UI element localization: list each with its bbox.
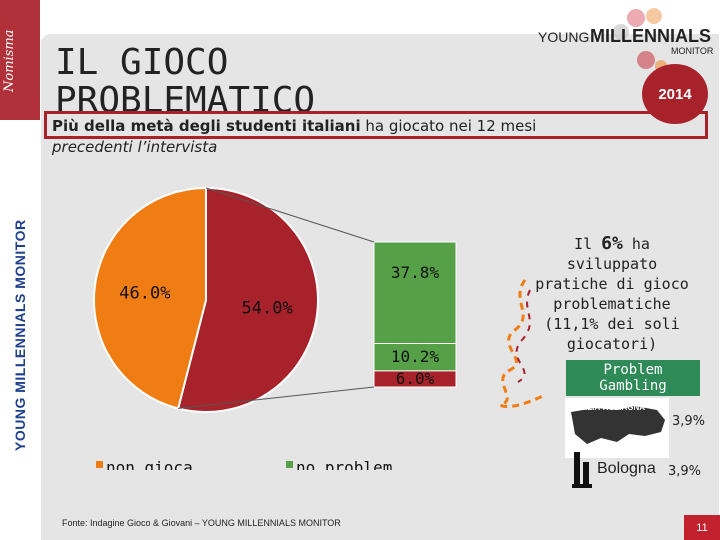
region-name: EMILIA-ROMAGNA bbox=[573, 403, 645, 412]
legend-swatch bbox=[96, 461, 103, 468]
page-title: IL GIOCO PROBLEMATICO bbox=[55, 42, 316, 121]
brand-logo: Nomisma bbox=[2, 29, 17, 93]
source-note: Fonte: Indagine Gioco & Giovani – YOUNG … bbox=[62, 518, 341, 528]
bar-data-label: 37.8% bbox=[391, 263, 440, 282]
logo-word-young: YOUNG bbox=[538, 29, 589, 45]
note-body: sviluppato pratiche di gioco problematic… bbox=[535, 255, 689, 353]
emilia-romagna-map: EMILIA-ROMAGNA bbox=[565, 398, 669, 458]
page-number: 11 bbox=[684, 515, 720, 540]
legend-label: no problem bbox=[296, 458, 392, 470]
pie-data-label: 54.0% bbox=[242, 299, 293, 319]
problem-gambling-note: Il 6% ha sviluppato pratiche di gioco pr… bbox=[532, 234, 692, 354]
sidebar-brand-block: Nomisma bbox=[0, 0, 40, 120]
legend-label: non gioca bbox=[106, 458, 193, 470]
logo-dot-5 bbox=[624, 61, 638, 75]
logo-dot-1 bbox=[627, 9, 645, 27]
city-percentage: 3,9% bbox=[668, 464, 702, 479]
pie-slice bbox=[93, 186, 207, 410]
logo-dot-3 bbox=[613, 24, 629, 40]
year-badge: 2014 bbox=[642, 64, 708, 124]
badge-line-2: Gambling bbox=[599, 378, 667, 394]
legend-swatch bbox=[286, 461, 293, 468]
bar-data-label: 10.2% bbox=[391, 347, 440, 366]
logo-dot-4 bbox=[637, 51, 655, 69]
bar-segment bbox=[373, 241, 457, 344]
connector-line bbox=[178, 386, 375, 409]
sidebar-label: YOUNG MILLENNIALS MONITOR bbox=[12, 219, 28, 451]
bar-segment bbox=[373, 370, 457, 388]
problem-gambling-badge: Problem Gambling bbox=[566, 360, 700, 396]
young-millennials-logo: YOUNG MILLENNIALS MONITOR bbox=[538, 8, 714, 75]
note-percentage: 6% bbox=[601, 233, 623, 254]
logo-word-millennials: MILLENNIALS bbox=[590, 26, 711, 46]
connector-squiggle bbox=[495, 279, 546, 409]
city-name: Bologna bbox=[597, 460, 656, 477]
subtitle-continuation: precedenti l’intervista bbox=[52, 138, 218, 156]
pie-data-label: 46.0% bbox=[119, 283, 170, 303]
bar-data-label: 6.0% bbox=[396, 369, 435, 388]
logo-word-monitor: MONITOR bbox=[671, 46, 714, 56]
subtitle-frame bbox=[44, 111, 708, 139]
left-sidebar: Nomisma YOUNG MILLENNIALS MONITOR bbox=[0, 0, 40, 540]
subtitle-rest: ha giocato nei 12 mesi bbox=[360, 117, 537, 135]
note-suffix: ha bbox=[622, 235, 650, 253]
note-prefix: Il bbox=[574, 235, 602, 253]
bologna-towers-icon bbox=[572, 452, 592, 488]
connector-line bbox=[205, 187, 375, 243]
region-percentage: 3,9% bbox=[672, 414, 706, 429]
pie-of-bar-chart: 46.0% 54.0% 37.8% 10.2% 6.0% non gioca no prob… bbox=[93, 186, 457, 470]
subtitle-emphasis: Più della metà degli studenti italiani bbox=[52, 117, 361, 135]
bar-segment bbox=[373, 343, 457, 372]
page-subtitle: Più della metà degli studenti italiani h… bbox=[52, 116, 692, 158]
logo-dot-2 bbox=[646, 8, 662, 24]
badge-line-1: Problem bbox=[603, 362, 663, 378]
pie-slice bbox=[176, 186, 319, 413]
